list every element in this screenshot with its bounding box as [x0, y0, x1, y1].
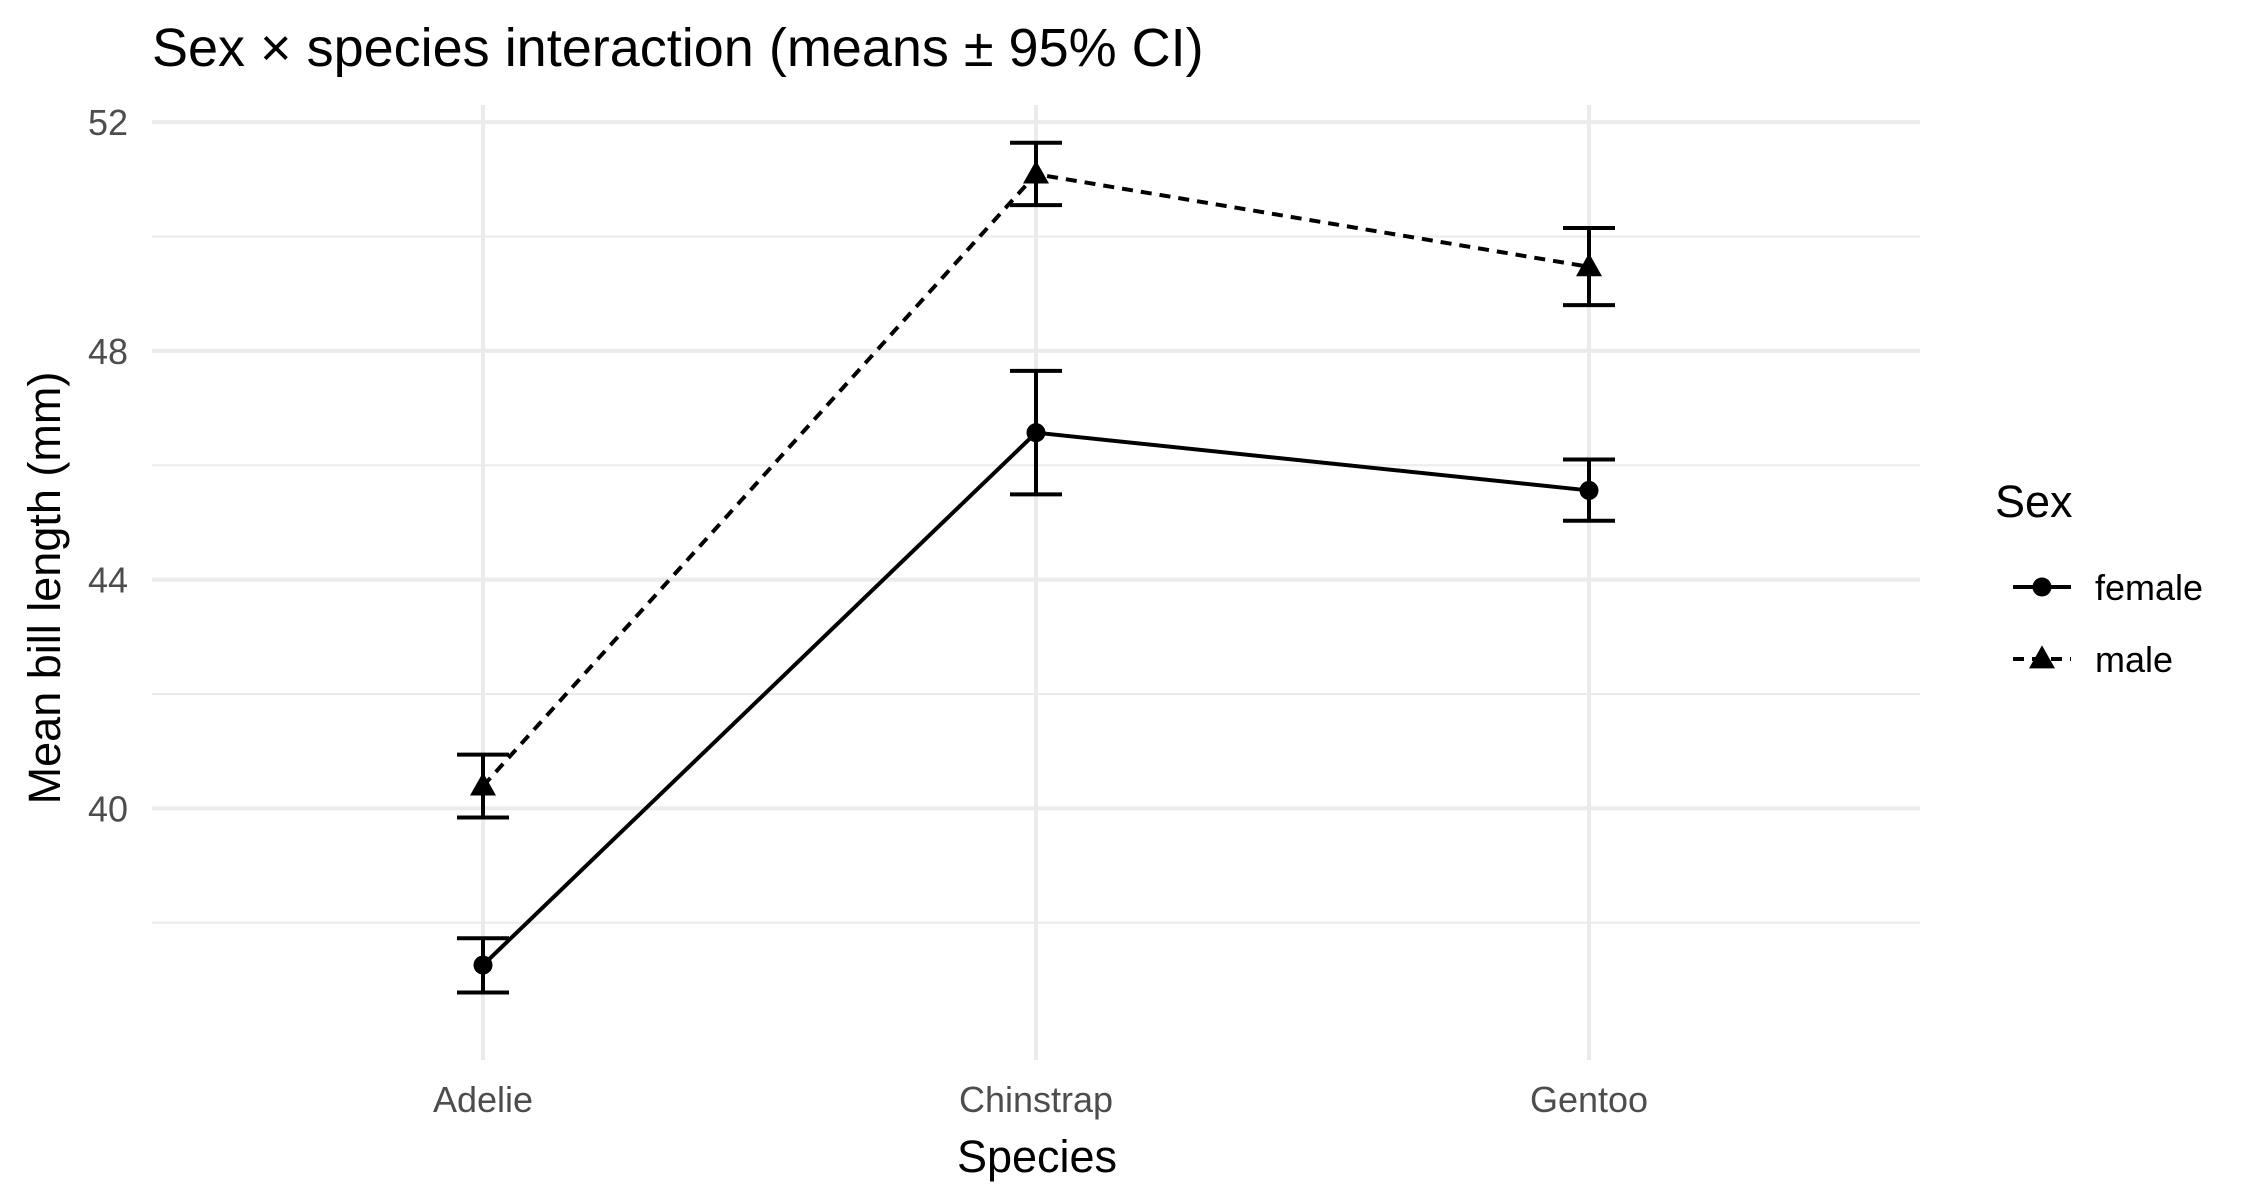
x-tick-label: Chinstrap — [959, 1079, 1113, 1120]
legend-label: female — [2095, 567, 2203, 608]
legend: Sex female male — [1995, 476, 2203, 680]
data-point-male — [470, 772, 496, 796]
series-layer — [457, 140, 1615, 995]
legend-item-male: male — [2013, 639, 2173, 680]
y-tick-label: 52 — [88, 102, 128, 143]
grid — [152, 105, 1920, 1060]
data-point-male — [1576, 253, 1602, 277]
y-tick-label: 40 — [88, 788, 128, 829]
data-point-female — [1579, 480, 1599, 500]
legend-label: male — [2095, 639, 2173, 680]
y-tick-label: 48 — [88, 331, 128, 372]
chart-title: Sex × species interaction (means ± 95% C… — [152, 18, 1204, 78]
data-point-female — [473, 955, 493, 975]
x-tick-label: Gentoo — [1530, 1079, 1648, 1120]
x-tick-label: Adelie — [433, 1079, 533, 1120]
data-point-male — [1023, 160, 1049, 184]
axis-ticks: 40 44 48 52 Adelie Chinstrap Gentoo — [88, 102, 1648, 1120]
legend-title: Sex — [1995, 476, 2073, 527]
legend-key-marker — [2029, 645, 2055, 669]
data-point-female — [1026, 423, 1046, 443]
y-tick-label: 44 — [88, 560, 128, 601]
series-male — [457, 140, 1615, 820]
x-axis-title: Species — [957, 1131, 1117, 1182]
series-female — [457, 368, 1615, 995]
y-axis-title: Mean bill length (mm) — [19, 372, 70, 805]
legend-key-marker — [2032, 577, 2052, 597]
legend-item-female: female — [2013, 567, 2203, 608]
